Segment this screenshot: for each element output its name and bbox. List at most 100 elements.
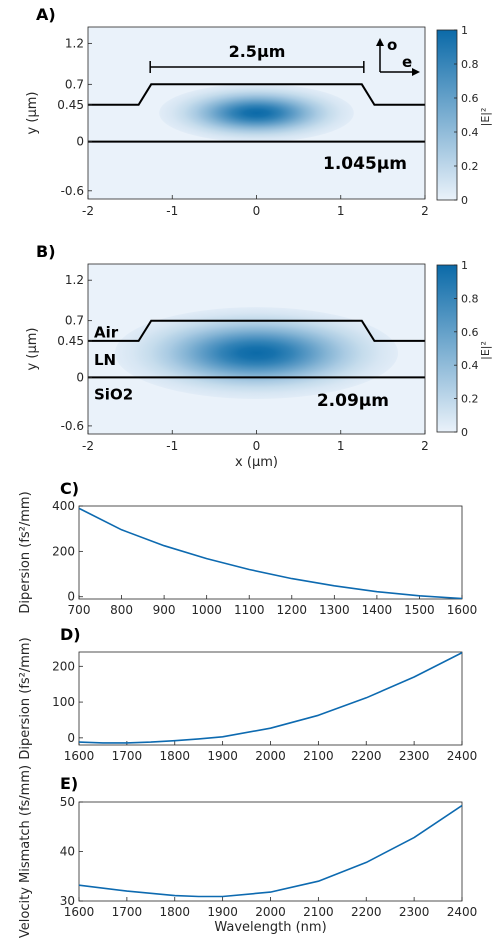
colorbar	[436, 29, 458, 201]
x-tick-label: -2	[82, 204, 94, 218]
panel-label: B)	[36, 242, 56, 261]
wavelength-label: 1.045μm	[323, 154, 407, 174]
region-label-ln: LN	[94, 351, 116, 369]
y-tick-label: 0	[76, 370, 84, 384]
colorbar	[436, 264, 458, 433]
x-tick-label: 1600	[64, 905, 95, 919]
y-tick-label: -0.6	[61, 419, 84, 433]
wavelength-label: 2.09μm	[317, 391, 389, 411]
x-tick-label: 1600	[447, 603, 478, 617]
x-tick-label: 2000	[255, 905, 286, 919]
y-tick-label: 0.7	[65, 77, 84, 91]
colorbar-tick-label: 0.2	[461, 160, 479, 173]
y-axis-label: Velocity Mismatch (fs/mm)	[18, 765, 33, 938]
heatmap-panel-b: -2 -1 0 1 2 -0.6 0 0.45 0.7 1.2 y (μm) x (μm) B) 0 0.2…	[25, 242, 492, 470]
colorbar-tick-label: 0.6	[461, 326, 479, 339]
x-tick-label: 2300	[399, 905, 430, 919]
x-tick-label: 1300	[319, 603, 350, 617]
x-tick-label: 2	[421, 204, 429, 218]
y-axis-label: y (μm)	[25, 328, 40, 371]
optical-mode	[159, 83, 354, 143]
y-tick-label: 0.45	[57, 98, 84, 112]
x-tick-label: 800	[110, 603, 133, 617]
axis-arrowhead-right	[412, 68, 420, 76]
x-tick-label: -1	[166, 204, 178, 218]
x-tick-label: 2400	[447, 905, 478, 919]
axis-e-label: e	[402, 53, 412, 71]
y-tick-label: 40	[60, 845, 75, 859]
optical-mode	[114, 307, 399, 399]
x-tick-label: 2400	[447, 749, 478, 763]
x-tick-label: 1000	[191, 603, 222, 617]
y-tick-label: 0	[67, 590, 75, 604]
x-tick-label: 2100	[303, 749, 334, 763]
y-tick-label: -0.6	[61, 184, 84, 198]
region-label-sio2: SiO2	[94, 385, 133, 403]
y-tick-label: 1.2	[65, 36, 84, 50]
x-tick-label: 2000	[255, 749, 286, 763]
x-tick-label: 1	[337, 439, 345, 453]
panel-label: E)	[60, 774, 78, 793]
axis-arrowhead-up	[376, 38, 384, 46]
colorbar-label: |E|²	[479, 341, 492, 360]
x-tick-label: 2	[421, 439, 429, 453]
x-tick-label: -1	[166, 439, 178, 453]
axes-frame	[78, 801, 463, 902]
colorbar-tick-label: 1	[461, 24, 468, 37]
x-tick-label: -2	[82, 439, 94, 453]
heatmap-panel-a: -2 -1 0 1 2 -0.6 0 0.45 0.7 1.2 y (μm) A) 0 0.2 0.4 0.6…	[25, 5, 492, 218]
y-tick-label: 200	[52, 544, 75, 558]
x-tick-label: 1800	[159, 905, 190, 919]
y-tick-label: 1.2	[65, 273, 84, 287]
x-tick-label: 1800	[159, 749, 190, 763]
panel-label: D)	[60, 625, 81, 644]
waveguide-outline	[88, 319, 425, 342]
colorbar-tick-label: 0.4	[461, 126, 479, 139]
y-tick-label: 400	[52, 499, 75, 513]
x-tick-label: 1100	[234, 603, 265, 617]
x-tick-label: 0	[253, 439, 261, 453]
x-tick-label: 2300	[399, 749, 430, 763]
y-tick-label: 0.45	[57, 334, 84, 348]
width-label: 2.5μm	[229, 42, 286, 61]
x-tick-label: 0	[253, 204, 261, 218]
y-axis-label: y (μm)	[25, 92, 40, 135]
y-tick-label: 0	[67, 731, 75, 745]
x-tick-label: 1900	[207, 749, 238, 763]
x-tick-label: 1	[337, 204, 345, 218]
y-tick-label: 30	[60, 894, 75, 908]
x-tick-label: 2200	[351, 749, 382, 763]
x-tick-label: 1600	[64, 749, 95, 763]
colorbar-tick-label: 0.4	[461, 359, 479, 372]
x-tick-label: 1200	[277, 603, 308, 617]
y-tick-label: 100	[52, 695, 75, 709]
panel-label: C)	[60, 479, 79, 498]
axes-frame	[78, 505, 463, 600]
colorbar-tick-label: 0.2	[461, 393, 479, 406]
colorbar-tick-label: 0	[461, 194, 468, 207]
x-tick-label: 1700	[112, 749, 143, 763]
series-line	[79, 804, 462, 898]
axis-o-label: o	[387, 36, 397, 54]
x-axis-label: x (μm)	[235, 455, 278, 470]
x-tick-label: 1900	[207, 905, 238, 919]
x-tick-label: 1400	[362, 603, 393, 617]
series-line	[79, 652, 462, 744]
x-tick-label: 1700	[112, 905, 143, 919]
y-axis-label: Dipersion (fs²/mm)	[18, 491, 33, 613]
colorbar-tick-label: 1	[461, 259, 468, 272]
x-tick-label: 900	[153, 603, 176, 617]
waveguide-outline	[88, 83, 425, 106]
series-line	[79, 507, 462, 599]
region-label-air: Air	[94, 324, 119, 342]
colorbar-tick-label: 0	[461, 426, 468, 439]
y-axis-label: Dipersion (fs²/mm)	[18, 637, 33, 759]
y-tick-label: 0.7	[65, 314, 84, 328]
colorbar-tick-label: 0.8	[461, 58, 479, 71]
x-axis-label: Wavelength (nm)	[214, 920, 326, 935]
x-tick-label: 2200	[351, 905, 382, 919]
colorbar-tick-label: 0.6	[461, 92, 479, 105]
panel-label: A)	[36, 5, 56, 24]
y-tick-label: 0	[76, 135, 84, 149]
